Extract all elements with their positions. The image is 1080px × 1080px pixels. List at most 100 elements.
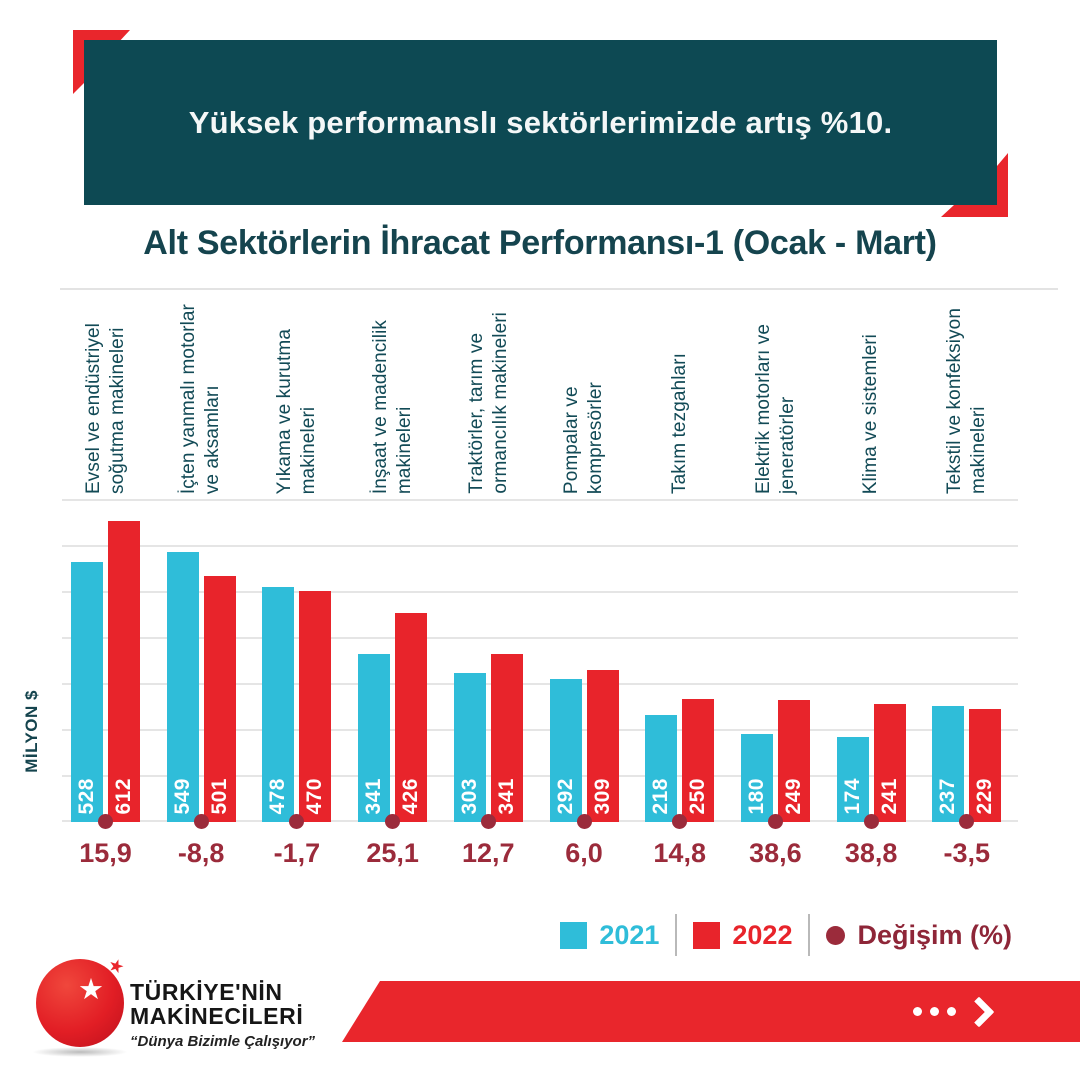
headline-text: Yüksek performanslı sektörlerimizde artı… (188, 104, 893, 140)
category-label-cell: Takım tezgahları (632, 294, 728, 494)
change-value: 6,0 (565, 838, 603, 868)
legend-item-2021: 2021 (560, 920, 659, 951)
bar-value-wrap: 229 (969, 778, 1001, 815)
y-axis-label: MİLYON $ (22, 690, 41, 773)
change-value: 38,6 (749, 838, 802, 868)
gridline (62, 820, 1018, 822)
bar-value-wrap: 241 (874, 778, 906, 815)
bar-value-label: 426 (399, 778, 423, 815)
category-label-cell: İçten yanmalı motorlar ve aksamları (153, 294, 249, 494)
bar-value-label: 174 (840, 778, 864, 815)
legend-change-dot-icon (826, 925, 846, 945)
category-label: İçten yanmalı motorlar ve aksamları (178, 303, 224, 494)
change-value: 38,8 (844, 838, 898, 868)
legend-divider (808, 914, 811, 956)
category-label-cell: Pompalar ve kompresörler (536, 294, 632, 494)
bar-value-label: 303 (457, 778, 481, 815)
bar-value-label: 549 (170, 778, 194, 815)
bar-value-label: 229 (973, 778, 997, 815)
bar-value-wrap: 501 (204, 778, 236, 815)
category-label: İnşaat ve madencilik makineleri (369, 319, 415, 494)
change-dot-icon (576, 814, 592, 829)
category-label-cell: Elektrik motorları ve jeneratörler (727, 294, 823, 494)
bar-2022: 426 (395, 612, 428, 822)
bar-value-label: 180 (744, 778, 768, 815)
bar-2022: 249 (777, 699, 810, 822)
bar-2022: 241 (873, 703, 906, 822)
change-value: -8,8 (177, 838, 225, 868)
bar-value-label: 309 (590, 778, 614, 815)
bar-value-label: 341 (494, 778, 518, 815)
change-percent-row: 15,9 -8,8 -1,7 25,1 12,7 6,0 14,8 38,6 38,8 -3,5 (62, 838, 1018, 872)
dot-icon (930, 1007, 939, 1016)
bar-value-label: 249 (781, 778, 805, 815)
bar-value-label: 241 (877, 778, 901, 815)
change-dot-icon (767, 814, 783, 829)
change-dot-icon (959, 814, 975, 829)
bar-value-wrap: 180 (741, 778, 773, 815)
change-value: 25,1 (366, 838, 419, 868)
category-label: Evsel ve endüstriyel soğutma makineleri (82, 323, 128, 494)
dot-icon (913, 1007, 922, 1016)
bar-value-label: 292 (553, 778, 577, 815)
bar-value-wrap: 549 (167, 778, 199, 815)
bar-2021: 528 (71, 562, 103, 822)
bar-2021: 237 (932, 705, 965, 822)
bar-value-label: 250 (686, 778, 710, 815)
bar-value-label: 501 (207, 778, 231, 815)
bar-value-label: 612 (112, 778, 135, 815)
bar-value-wrap: 426 (395, 778, 427, 815)
bar-2022: 309 (586, 670, 619, 822)
bar-2022: 341 (490, 654, 523, 822)
bar-2021: 478 (262, 587, 295, 822)
bar-value-wrap: 341 (358, 778, 390, 815)
change-dot-icon (98, 814, 113, 829)
star-icon: ★ (105, 954, 127, 979)
bar-value-wrap: 292 (550, 778, 582, 815)
legend-item-2022: 2022 (693, 920, 792, 951)
change-value: 15,9 (79, 838, 132, 868)
cta-banner[interactable] (342, 981, 1080, 1042)
category-labels-row: Evsel ve endüstriyel soğutma makineleri İ… (62, 292, 1018, 496)
legend-label-2022: 2022 (732, 919, 793, 950)
bar-2021: 303 (453, 673, 486, 822)
category-label-cell: İnşaat ve madencilik makineleri (345, 294, 441, 494)
bar-value-wrap: 341 (491, 778, 523, 815)
bar-value-wrap: 612 (108, 778, 140, 815)
legend-divider (675, 914, 678, 956)
gridline (62, 499, 1018, 501)
category-label-cell: Klima ve sistemleri (823, 294, 919, 494)
bar-value-wrap: 250 (682, 778, 714, 815)
bar-2021: 180 (740, 733, 773, 822)
bar-value-label: 218 (649, 778, 673, 815)
category-label: Elektrik motorları ve jeneratörler (752, 324, 798, 494)
change-value: -3,5 (943, 838, 991, 868)
chart-title: Alt Sektörlerin İhracat Performansı-1 (O… (143, 224, 937, 262)
bar-value-wrap: 174 (837, 778, 869, 815)
gridline (62, 729, 1018, 731)
category-label-cell: Yıkama ve kurutma makineleri (249, 294, 345, 494)
bar-2021: 174 (836, 736, 869, 822)
bar-value-label: 470 (303, 778, 327, 815)
bar-2022: 501 (203, 575, 236, 822)
change-value: 14,8 (653, 838, 706, 868)
legend-label-2021: 2021 (599, 919, 660, 950)
category-label: Tekstil ve konfeksiyon makineleri (944, 308, 989, 494)
category-label: Takım tezgahları (668, 353, 690, 494)
gridline (62, 545, 1018, 547)
change-dot-icon (289, 814, 305, 829)
category-label-cell: Tekstil ve konfeksiyon makineleri (919, 294, 1015, 494)
bar-value-wrap: 303 (454, 778, 486, 815)
chevron-right-icon (963, 995, 995, 1028)
y-axis-label-box: MİLYON $ (22, 690, 48, 822)
bar-value-wrap: 237 (932, 778, 964, 815)
change-dot-icon (863, 814, 879, 829)
bar-2021: 292 (549, 678, 582, 822)
bar-2021: 341 (358, 654, 391, 822)
bar-2021: 218 (645, 714, 678, 822)
legend-swatch-2021-icon (560, 921, 588, 949)
bar-value-wrap: 478 (262, 778, 294, 815)
category-label: Yıkama ve kurutma makineleri (274, 328, 319, 494)
star-icon: ★ (78, 974, 104, 1006)
